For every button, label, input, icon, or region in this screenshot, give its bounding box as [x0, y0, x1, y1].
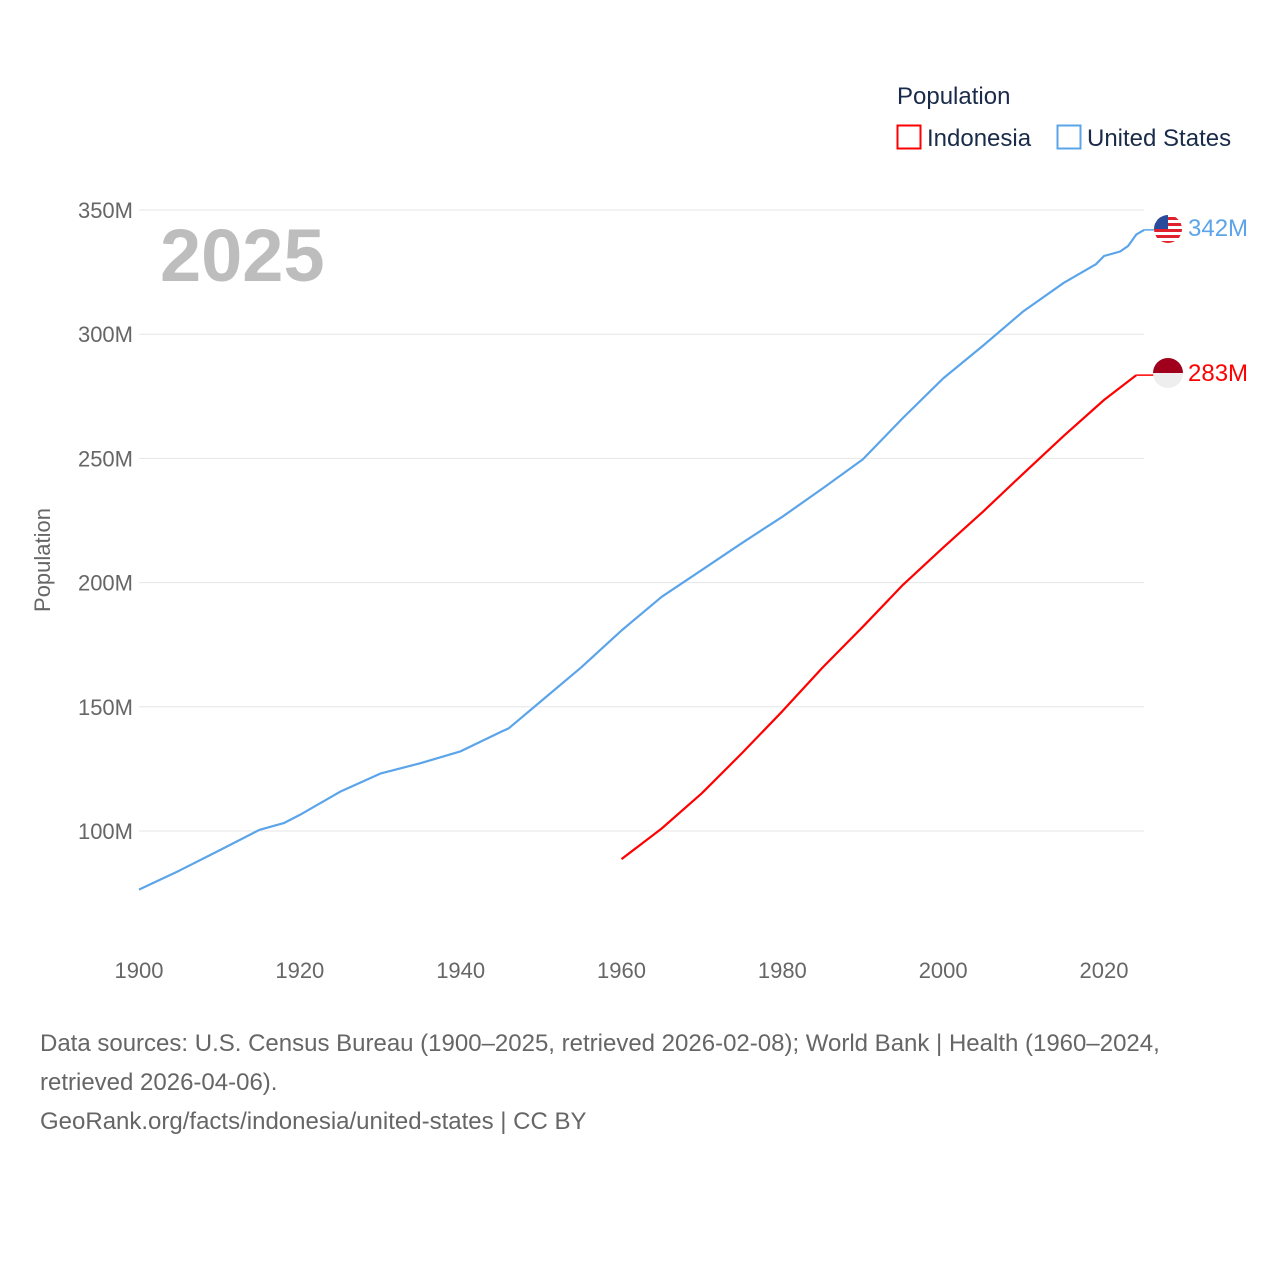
credit-link[interactable]: GeoRank.org/facts/indonesia/united-state…: [40, 1108, 587, 1135]
legend-label-united-states[interactable]: United States: [1087, 125, 1231, 152]
gridlines: [139, 209, 1144, 832]
x-tick-label: 1980: [758, 958, 807, 983]
x-axis-ticks: 1900 1920 1940 1960 1980 2000 2020: [115, 958, 1129, 983]
legend: Population Indonesia United States: [896, 83, 1231, 152]
y-tick-label: 150M: [78, 695, 133, 720]
series-line-indonesia: [620, 374, 1137, 860]
series-line-united-states: [138, 228, 1145, 891]
y-axis-ticks: 100M 150M 200M 250M 300M 350M: [78, 198, 133, 844]
legend-label-indonesia[interactable]: Indonesia: [927, 125, 1032, 152]
footer: Data sources: U.S. Census Bureau (1900–2…: [40, 1024, 1250, 1141]
y-axis-label: Population: [30, 508, 55, 612]
x-tick-label: 2020: [1080, 958, 1129, 983]
legend-swatch-united-states[interactable]: [1056, 124, 1082, 150]
y-tick-label: 350M: [78, 198, 133, 223]
legend-title: Population: [897, 83, 1010, 110]
x-tick-label: 1960: [597, 958, 646, 983]
data-sources: Data sources: U.S. Census Bureau (1900–2…: [40, 1030, 1160, 1096]
y-tick-label: 250M: [78, 446, 133, 471]
x-tick-label: 1940: [436, 958, 485, 983]
end-label-indonesia: 283M: [1188, 360, 1248, 387]
y-tick-label: 100M: [78, 819, 133, 844]
y-tick-label: 300M: [78, 322, 133, 347]
indonesia-flag-icon: [1153, 358, 1183, 388]
x-tick-label: 1900: [115, 958, 164, 983]
x-tick-label: 1920: [275, 958, 324, 983]
y-tick-label: 200M: [78, 571, 133, 596]
x-tick-label: 2000: [919, 958, 968, 983]
legend-swatch-indonesia[interactable]: [896, 124, 922, 150]
end-label-united-states: 342M: [1188, 215, 1248, 242]
usa-flag-icon: [1154, 215, 1182, 243]
year-label: 2025: [160, 214, 325, 297]
series-lines: [138, 228, 1154, 891]
